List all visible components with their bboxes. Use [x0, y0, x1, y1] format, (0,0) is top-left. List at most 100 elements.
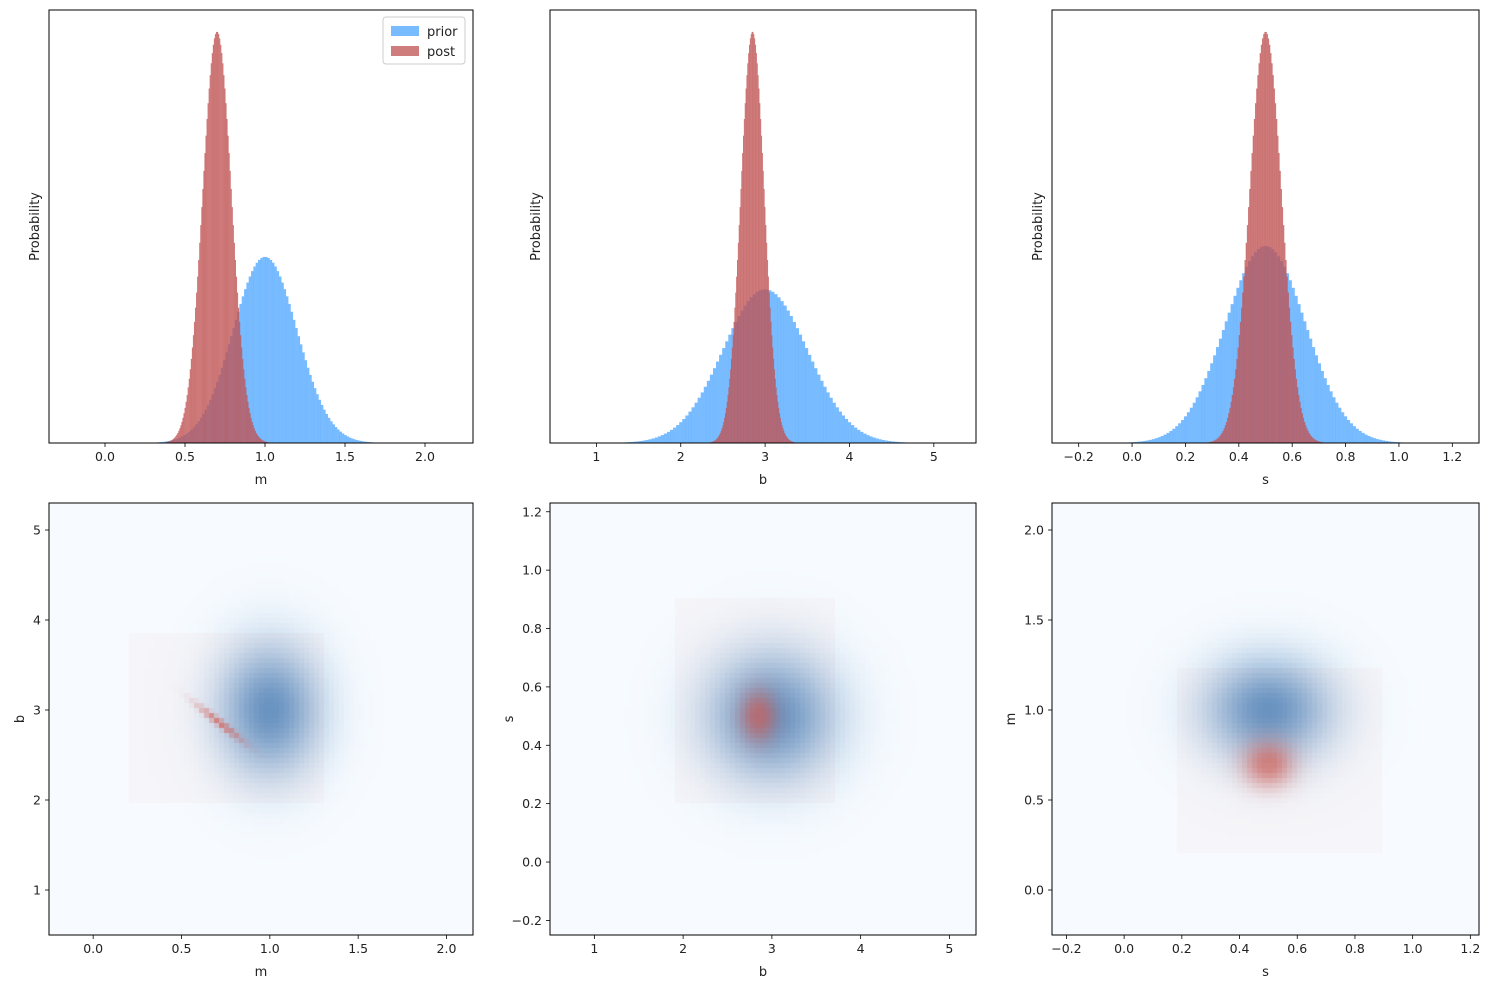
hist-bar-prior: [330, 421, 333, 443]
hist-bar-prior: [255, 262, 259, 443]
hist-bar-post: [237, 307, 240, 443]
hist-bar-prior: [694, 402, 698, 443]
hist-bar-prior: [1163, 434, 1167, 443]
hist-bar-prior: [1227, 312, 1231, 443]
hist-bar-prior: [304, 360, 308, 443]
hist-bar-post: [1235, 369, 1237, 443]
hist-bar-post: [712, 441, 714, 443]
hist-bar-prior: [1230, 304, 1234, 443]
hist-bar-post: [740, 188, 742, 443]
hist-bar-post: [262, 440, 264, 443]
hist-bar-post: [1214, 440, 1216, 443]
hist-bar-post: [1224, 425, 1227, 443]
hist-bar-post: [1294, 369, 1296, 443]
hist-bar-post: [719, 433, 721, 443]
heatmap-panel-b-s: 1 2 3 4 5 −0.2 0.0 0.2 0.4 0.6 0.8 1.0 1.2 b s: [502, 502, 977, 980]
hist-bar-post: [1284, 242, 1286, 443]
hist-bar-prior: [1195, 397, 1199, 443]
hist-bar-post: [724, 413, 726, 443]
x-tick-label: 1.0: [1403, 941, 1423, 956]
hist-bar-post: [750, 34, 752, 443]
hist-bar-post: [211, 53, 213, 443]
x-tick-label: 1: [592, 449, 600, 464]
hist-bar-prior: [267, 257, 270, 443]
hist-bar-prior: [1364, 434, 1368, 443]
y-tick-label: 0.5: [1024, 793, 1044, 808]
hist-bar-prior: [1157, 437, 1161, 443]
hist-bar-post: [1220, 434, 1222, 443]
hist-bar-post: [717, 437, 719, 443]
hist-bar-post: [252, 425, 254, 443]
hist-bar-prior: [642, 440, 646, 443]
legend-swatch-post: [391, 46, 419, 56]
hist-bar-post: [791, 441, 793, 443]
hist-bar-prior: [1300, 312, 1304, 443]
hist-bar-post: [1260, 44, 1263, 443]
hist-bar-post: [755, 44, 757, 443]
hist-bar-prior: [258, 259, 261, 443]
hist-bar-post: [1253, 118, 1256, 443]
hist-bar-post: [1252, 135, 1255, 443]
hist-bar-prior: [325, 413, 328, 443]
hist-bar-prior: [1178, 423, 1182, 443]
hist-bar-prior: [697, 397, 701, 443]
hist-bar-post: [1307, 430, 1309, 443]
x-tick-label: 4: [857, 941, 865, 956]
hist-bar-post: [177, 433, 179, 443]
hist-bar-prior: [1198, 391, 1202, 443]
hist-bar-prior: [725, 341, 729, 443]
y-tick-label: 1.0: [522, 563, 542, 578]
hist-bar-prior: [808, 354, 812, 443]
hist-bar-post: [226, 118, 228, 443]
hist-bar-post: [755, 53, 757, 443]
hist-bar-prior: [1294, 295, 1298, 443]
hist-bar-post: [737, 242, 739, 443]
legend: prior post: [382, 16, 466, 65]
hist-bar-post: [783, 430, 785, 443]
x-tick-label: 4: [845, 449, 853, 464]
hist-bar-prior: [829, 397, 833, 443]
hist-bar-post: [744, 103, 746, 443]
hist-bar-post: [1270, 53, 1272, 443]
x-tick-label: 0.4: [1229, 449, 1249, 464]
hist-bar-prior: [353, 439, 356, 443]
heatmap-panel-m-b: 0.0 0.5 1.0 1.5 2.0 1 2 3 4 5 m b: [13, 502, 474, 980]
hist-bar-post: [182, 417, 184, 443]
hist-bar-post: [256, 434, 258, 443]
x-tick-label: 0.8: [1345, 941, 1365, 956]
hist-bar-prior: [1233, 295, 1237, 443]
hist-bar-prior: [265, 256, 268, 443]
hist-bar-post: [199, 242, 201, 443]
hist-bar-prior: [1355, 428, 1359, 443]
hist-bar-prior: [792, 321, 796, 443]
hist-bar-post: [1234, 378, 1236, 443]
hist-bar-post: [204, 153, 206, 443]
x-tick-label: 0.0: [95, 449, 115, 464]
hist-bar-prior: [1326, 384, 1330, 443]
hist-bar-post: [763, 188, 765, 443]
hist-bar-post: [765, 225, 767, 443]
hist-bar-prior: [251, 271, 254, 443]
x-tick-label: 2: [677, 449, 685, 464]
hist-bar-post: [1272, 75, 1274, 443]
hist-bar-prior: [299, 344, 303, 443]
hist-bar-prior: [645, 439, 649, 443]
y-tick-label: 4: [33, 613, 41, 628]
hist-bar-post: [1271, 63, 1273, 443]
hist-bar-prior: [1210, 363, 1214, 443]
hist-bar-post: [1288, 307, 1291, 443]
hist-bar-post: [213, 38, 216, 443]
hist-bar-prior: [1146, 440, 1150, 443]
hist-bar-post: [186, 394, 188, 443]
hist-bar-post: [742, 153, 744, 443]
hist-bar-post: [1238, 335, 1241, 443]
hist-bar-prior: [826, 392, 830, 443]
hist-bar-prior: [260, 257, 263, 443]
hist-bar-post: [1309, 434, 1312, 443]
hist-bar-prior: [1373, 438, 1377, 443]
hist-bar-post: [745, 88, 747, 443]
hist-bar-prior: [801, 341, 806, 443]
hist-bar-post: [229, 170, 231, 443]
hist-bar-prior: [1314, 355, 1319, 443]
